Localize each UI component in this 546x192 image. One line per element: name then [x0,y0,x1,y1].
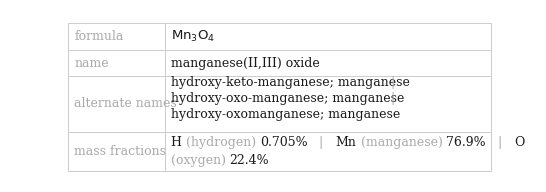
Text: O: O [514,136,525,149]
Text: (oxygen): (oxygen) [171,154,230,167]
Text: Mn: Mn [336,136,357,149]
Text: (hydrogen): (hydrogen) [182,136,260,149]
Text: hydroxy-keto-manganese; manganese: hydroxy-keto-manganese; manganese [171,76,410,89]
Text: mass fractions: mass fractions [74,145,166,158]
Text: hydroxy-oxomanganese; manganese: hydroxy-oxomanganese; manganese [171,108,400,121]
Text: formula: formula [74,30,123,43]
Text: |: | [307,136,336,149]
Text: hydroxy-oxo-manganese; manganese: hydroxy-oxo-manganese; manganese [171,92,404,105]
Text: manganese(II,III) oxide: manganese(II,III) oxide [171,57,319,70]
Text: (manganese): (manganese) [357,136,447,149]
Text: alternate names: alternate names [74,98,177,110]
Text: name: name [74,57,109,70]
Text: |: | [486,136,514,149]
Text: H: H [171,136,182,149]
Text: 0.705%: 0.705% [260,136,307,149]
Text: |: | [391,76,395,89]
Text: 76.9%: 76.9% [447,136,486,149]
Text: |: | [391,92,395,105]
Text: $\mathrm{Mn_3O_4}$: $\mathrm{Mn_3O_4}$ [171,29,215,44]
Text: 22.4%: 22.4% [230,154,269,167]
